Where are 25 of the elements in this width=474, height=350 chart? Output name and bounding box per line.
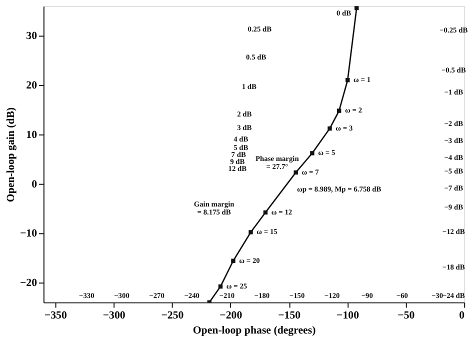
point [263,210,268,215]
point [328,126,332,131]
x-tick-label: −50 [398,310,416,322]
x-tick-label: −200 [220,310,243,322]
point [231,258,236,263]
y-tick-label: 0 [32,178,38,190]
y-tick-label: 10 [26,128,38,141]
x-tick-label: −250 [161,310,184,322]
y-tick-label: 30 [26,30,38,42]
y-tick-label: 20 [26,80,38,92]
x-tick-label: −300 [102,310,126,322]
point [294,170,298,175]
x-axis-title: Open-loop phase (degrees) [192,324,316,336]
point [346,78,350,82]
point [218,284,223,289]
x-tick-label: −350 [44,310,68,322]
x-tick-label: −150 [278,310,302,322]
point [248,230,253,234]
y-tick-label: −20 [20,277,38,290]
x-tick-label: −100 [336,310,360,322]
point [310,151,314,156]
x-tick-label: 0 [459,310,466,322]
y-tick-label: −10 [20,228,38,240]
point [336,108,342,113]
y-axis-title: Open-loop gain (dB) [5,106,18,202]
